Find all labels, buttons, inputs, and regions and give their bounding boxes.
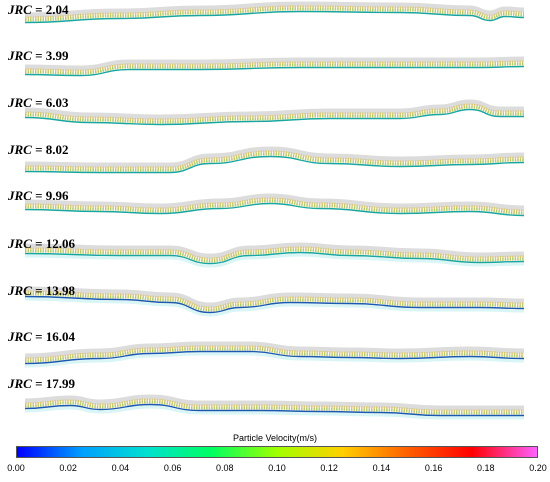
colorbar-tick-label: 0.16: [424, 463, 443, 473]
joint-profile-band: [24, 56, 525, 77]
jrc-label: JRC = 8.02: [8, 142, 69, 158]
jrc-value: = 13.98: [31, 283, 76, 298]
jrc-prefix: JRC: [8, 48, 32, 63]
jrc-value: = 6.03: [31, 95, 69, 110]
jrc-prefix: JRC: [8, 142, 32, 157]
jrc-prefix: JRC: [8, 329, 32, 344]
particle-mist: [24, 352, 525, 368]
particle-halo: [24, 394, 524, 411]
joint-lower-edge: [24, 295, 525, 314]
jrc-value: = 12.06: [31, 236, 76, 251]
jrc-label: JRC = 2.04: [8, 2, 69, 18]
jrc-prefix: JRC: [8, 2, 32, 17]
particle-band: [24, 150, 525, 172]
particle-mist: [24, 297, 525, 317]
colorbar-tick-label: 0.00: [7, 463, 25, 473]
colorbar-ticks: 0.00 0.02 0.04 0.06 0.08 0.10 0.12 0.14 0.16 0.18…: [0, 463, 550, 477]
joint-lower-edge: [24, 403, 524, 417]
jrc-label: JRC = 16.04: [8, 329, 75, 345]
colorbar-tick-label: 0.10: [268, 463, 286, 473]
jrc-prefix: JRC: [8, 95, 32, 110]
joint-profile-band: [24, 99, 524, 126]
jrc-prefix: JRC: [8, 188, 32, 203]
jrc-label: JRC = 13.98: [8, 283, 75, 299]
jrc-label: JRC = 9.96: [8, 188, 69, 204]
particle-halo: [24, 99, 524, 120]
joint-lower-edge: [24, 65, 525, 77]
joint-panel: JRC = 3.99: [0, 48, 550, 96]
particle-mist: [24, 405, 524, 420]
joint-panel: JRC = 16.04: [0, 329, 550, 377]
joint-panel: JRC = 8.02: [0, 142, 550, 190]
particle-band-inner: [24, 293, 525, 312]
particle-halo: [24, 242, 525, 259]
colorbar-tick-label: 0.14: [372, 463, 391, 473]
joint-panel: JRC = 9.96: [0, 188, 550, 236]
velocity-colorbar: [16, 446, 538, 458]
jrc-value: = 9.96: [31, 188, 69, 203]
joint-panel: JRC = 12.06: [0, 236, 550, 284]
joint-profile-band: [24, 193, 525, 217]
particle-halo: [24, 146, 525, 168]
joint-lower-edge: [24, 155, 525, 174]
particle-band-inner: [24, 348, 525, 362]
particle-mist: [24, 253, 525, 268]
jrc-prefix: JRC: [8, 283, 32, 298]
particle-band-inner: [24, 105, 524, 124]
colorbar-tick-label: 0.06: [163, 463, 182, 473]
jrc-value: = 2.04: [31, 2, 69, 17]
joint-lower-edge: [24, 108, 524, 126]
colorbar-tick-label: 0.04: [111, 463, 130, 473]
jrc-label: JRC = 12.06: [8, 236, 75, 252]
jrc-prefix: JRC: [8, 236, 32, 251]
colorbar-tick-label: 0.02: [59, 463, 77, 473]
particle-halo: [24, 56, 525, 71]
particle-halo: [24, 1, 525, 18]
joint-lower-edge: [24, 10, 525, 24]
jrc-value: = 16.04: [31, 329, 76, 344]
particle-band-inner: [24, 63, 525, 75]
jrc-label: JRC = 6.03: [8, 95, 69, 111]
joint-profile-band: [24, 394, 524, 420]
joint-panel: JRC = 13.98: [0, 283, 550, 331]
joint-panel: JRC = 6.03: [0, 95, 550, 143]
joint-panel: JRC = 17.99: [0, 376, 550, 424]
jrc-label: JRC = 17.99: [8, 376, 75, 392]
particle-halo: [24, 193, 525, 211]
particle-band: [24, 398, 524, 415]
particle-band: [24, 197, 525, 215]
particle-band: [24, 5, 525, 22]
joint-lower-edge: [24, 202, 525, 217]
joint-profile-band: [24, 341, 525, 368]
colorbar-tick-label: 0.08: [216, 463, 234, 473]
joint-lower-edge: [24, 251, 525, 265]
particle-halo: [24, 341, 525, 359]
colorbar-tick-label: 0.12: [320, 463, 338, 473]
colorbar-title: Particle Velocity(m/s): [232, 433, 318, 443]
jrc-value: = 17.99: [31, 376, 76, 391]
jrc-value: = 8.02: [31, 142, 69, 157]
jrc-value: = 3.99: [31, 48, 69, 63]
joint-profile-band: [24, 1, 525, 24]
joint-profile-panels: JRC = 2.04 JRC = 3.99 JRC = 6.03 JRC = 8.02…: [0, 1, 550, 424]
jrc-prefix: JRC: [8, 376, 32, 391]
colorbar-tick-label: 0.20: [529, 463, 547, 473]
joint-profile-band: [24, 242, 525, 268]
particle-band-inner: [24, 7, 525, 21]
joint-profile-band: [24, 286, 525, 317]
particle-band-inner: [24, 199, 525, 214]
particle-band-inner: [24, 400, 524, 414]
jrc-label: JRC = 3.99: [8, 48, 69, 64]
colorbar-tick-label: 0.18: [477, 463, 495, 473]
joint-profile-band: [24, 146, 525, 174]
joint-panel: JRC = 2.04: [0, 1, 550, 50]
particle-halo: [24, 286, 525, 308]
joint-lower-edge: [24, 350, 525, 365]
